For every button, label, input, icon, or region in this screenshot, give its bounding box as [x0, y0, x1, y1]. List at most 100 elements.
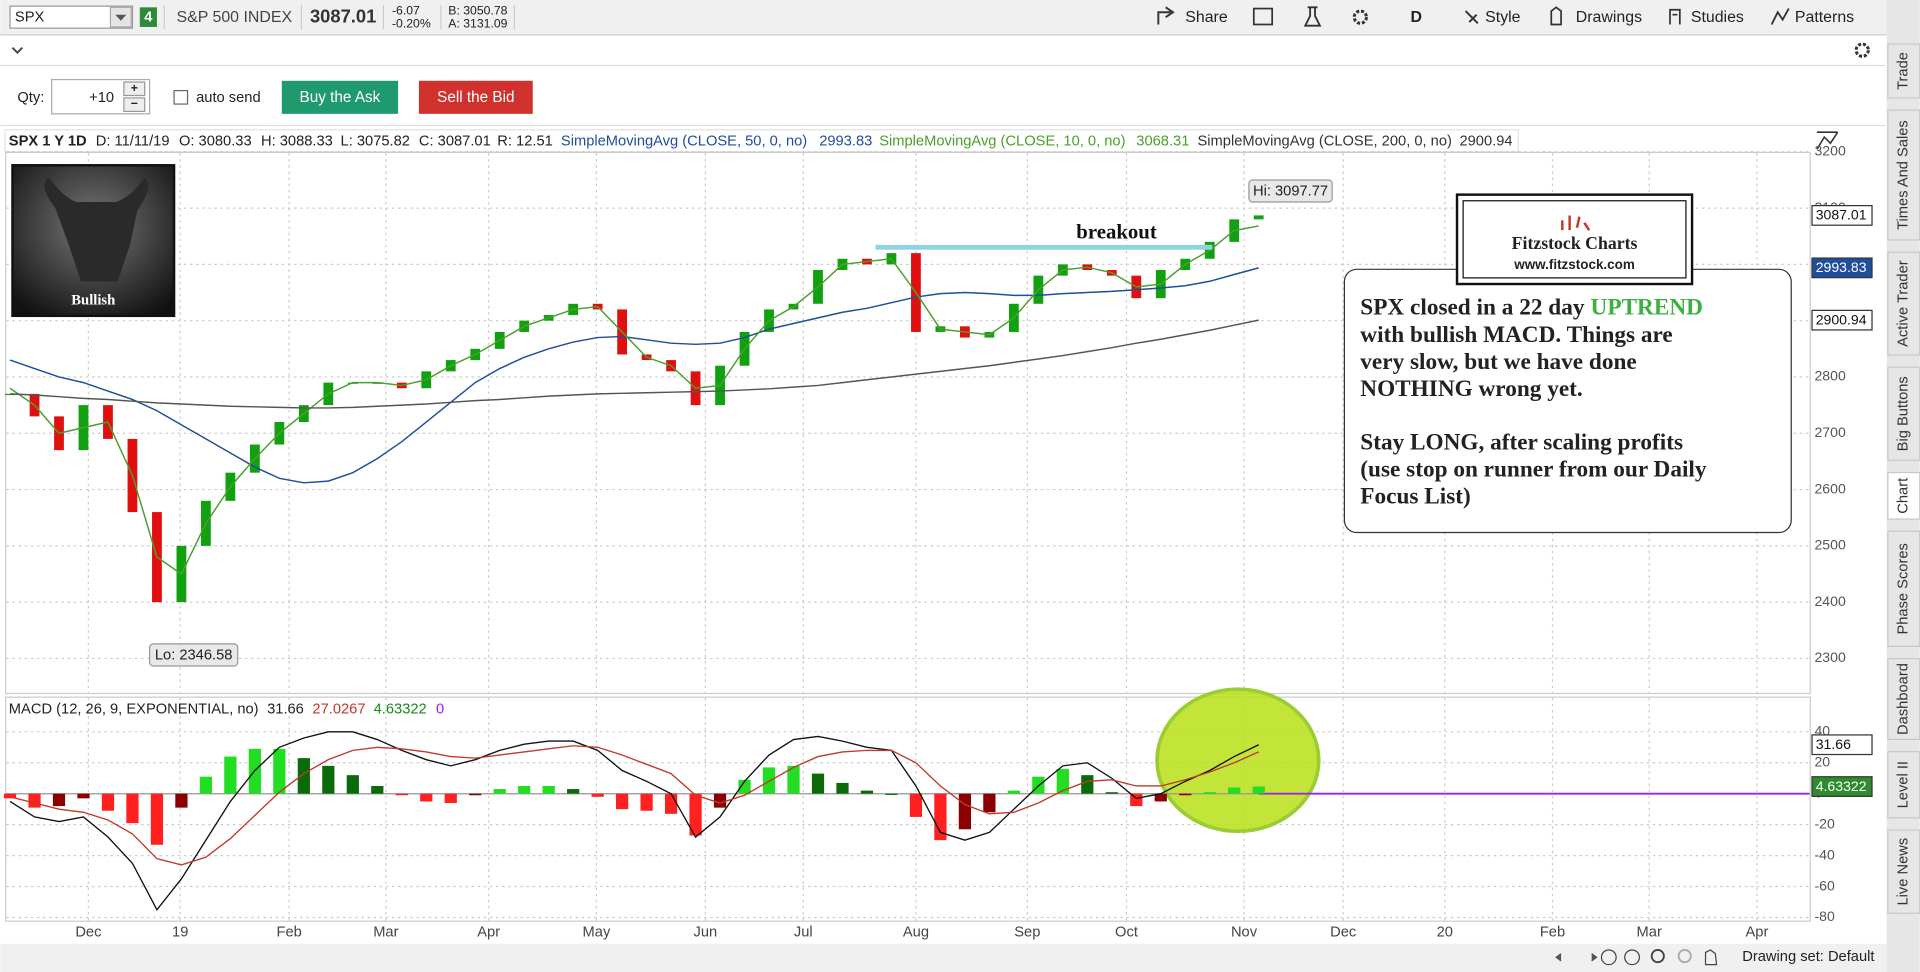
- lo-bubble: [148, 643, 239, 667]
- bid: B: 3050.78: [448, 3, 507, 17]
- y-tick-label: 2600: [1814, 480, 1845, 496]
- histogram-bar: [738, 779, 751, 794]
- x-tick-label: Oct: [1115, 925, 1138, 941]
- x-tick-label: Jun: [694, 925, 718, 941]
- sell-button[interactable]: [418, 80, 533, 114]
- macd-name: MACD (12, 26, 9, EXPONENTIAL, no): [9, 701, 259, 717]
- histogram-bar: [1130, 793, 1143, 807]
- symbol: SPX: [15, 10, 45, 26]
- last-price: 3087.01: [310, 6, 376, 27]
- zoom-out[interactable]: [1677, 949, 1692, 964]
- lo-label: Lo: 2346.58: [155, 647, 233, 663]
- zoom-in[interactable]: [1650, 949, 1665, 964]
- histogram-bar: [175, 793, 188, 808]
- snapshot-icon[interactable]: [1252, 7, 1274, 26]
- patterns-icon: [1770, 8, 1790, 25]
- toolbar-button[interactable]: D: [1410, 9, 1422, 26]
- histogram-bar: [1228, 787, 1241, 794]
- toolbar-button[interactable]: Patterns: [1795, 9, 1854, 26]
- macd-diff: 4.63322: [374, 701, 427, 717]
- zoom-reset[interactable]: [1600, 949, 1617, 966]
- histogram-bar: [346, 775, 359, 794]
- histogram-bar: [640, 793, 653, 811]
- sma50-name: SimpleMovingAvg (CLOSE, 50, 0, no): [561, 133, 807, 149]
- macd-zero: 0: [436, 701, 444, 717]
- x-tick-label: Nov: [1231, 925, 1258, 941]
- toolbar-button[interactable]: Share: [1185, 9, 1228, 26]
- sma200-value: 2900.94: [1459, 133, 1512, 149]
- side-tab[interactable]: [1887, 751, 1920, 819]
- axis-tag: [1811, 309, 1873, 331]
- side-tab[interactable]: [1887, 471, 1920, 520]
- axis-tag: [1811, 257, 1873, 279]
- drawing-set: Drawing set: Default: [1742, 949, 1874, 965]
- side-tab[interactable]: [1887, 366, 1920, 461]
- sma-line: [9, 225, 1259, 576]
- dropdown-arrow: [115, 14, 127, 21]
- axis-tag-label: 2900.94: [1816, 311, 1867, 327]
- sma-line: [10, 319, 1259, 409]
- symbol-input[interactable]: [9, 5, 134, 29]
- histogram-bar: [395, 793, 408, 796]
- bottom-bar: [0, 943, 1887, 972]
- auto-send-checkbox[interactable]: [173, 89, 189, 105]
- ohlc-high: H: 3088.33: [261, 133, 333, 149]
- note-line: with bullish MACD. Things are: [1360, 322, 1672, 348]
- macd-pane: [5, 696, 1811, 922]
- sma-line: [9, 267, 1259, 484]
- chart-style-icon[interactable]: [1816, 131, 1839, 150]
- ohlc-open: O: 3080.33: [179, 133, 252, 149]
- histogram-bar: [1007, 790, 1020, 794]
- share-icon: [1157, 6, 1175, 25]
- bull-caption: Bullish: [71, 293, 115, 309]
- toolbar-button[interactable]: Drawings: [1576, 9, 1642, 26]
- histogram-bar: [885, 793, 898, 795]
- side-tab[interactable]: [1887, 829, 1920, 914]
- link-badge[interactable]: [139, 7, 157, 27]
- ask: A: 3131.09: [448, 17, 507, 31]
- logo-url: www.fitzstock.com: [1513, 257, 1635, 272]
- macd-value: 31.66: [267, 701, 304, 717]
- net-change: -6.07: [392, 3, 420, 17]
- toolbar-button[interactable]: Style: [1485, 9, 1521, 26]
- axis-tag-label: 4.63322: [1816, 778, 1867, 794]
- histogram-bar: [199, 776, 213, 794]
- pan-tool[interactable]: [1624, 949, 1641, 966]
- collapse-chevron[interactable]: [11, 47, 23, 55]
- histogram-bar: [52, 793, 66, 807]
- price-plot: [5, 215, 1264, 603]
- toolbar-button[interactable]: Studies: [1691, 9, 1744, 26]
- studies-icon: [1669, 8, 1681, 25]
- x-tick-label: Apr: [1746, 925, 1769, 941]
- logo-inner: [1462, 200, 1687, 279]
- histogram-bar: [1056, 768, 1069, 794]
- scroll-arrows[interactable]: [1555, 953, 1598, 962]
- qty-down[interactable]: [123, 97, 146, 113]
- breakout-label: breakout: [1076, 220, 1157, 244]
- highlight-circle: [1155, 687, 1321, 834]
- histogram-bar: [420, 793, 433, 802]
- histogram-bar: [1081, 775, 1094, 794]
- side-tab[interactable]: [1887, 109, 1920, 241]
- hi-label: Hi: 3097.77: [1253, 183, 1328, 199]
- ohlc-close: C: 3087.01: [419, 133, 491, 149]
- histogram-bar: [77, 793, 90, 799]
- side-tab[interactable]: [1887, 530, 1920, 647]
- x-tick-label: Sep: [1014, 925, 1040, 941]
- qty-up[interactable]: [123, 81, 146, 97]
- description: S&P 500 INDEX: [177, 9, 293, 26]
- histogram-bar: [983, 793, 996, 813]
- side-tab[interactable]: [1887, 43, 1920, 99]
- y-tick-label: 2700: [1814, 424, 1845, 440]
- pointer-tool[interactable]: [1704, 949, 1718, 966]
- gear-icon[interactable]: [1854, 42, 1870, 58]
- note-highlight: UPTREND: [1591, 295, 1703, 321]
- buy-button[interactable]: [281, 80, 399, 114]
- y-tick-label: -80: [1814, 908, 1835, 924]
- lab-icon[interactable]: [1303, 6, 1322, 27]
- x-tick-label: Dec: [75, 925, 101, 941]
- ohlc-range: R: 12.51: [497, 133, 553, 149]
- histogram-bar: [273, 748, 286, 794]
- axis-tag-label: 3087.01: [1816, 207, 1867, 223]
